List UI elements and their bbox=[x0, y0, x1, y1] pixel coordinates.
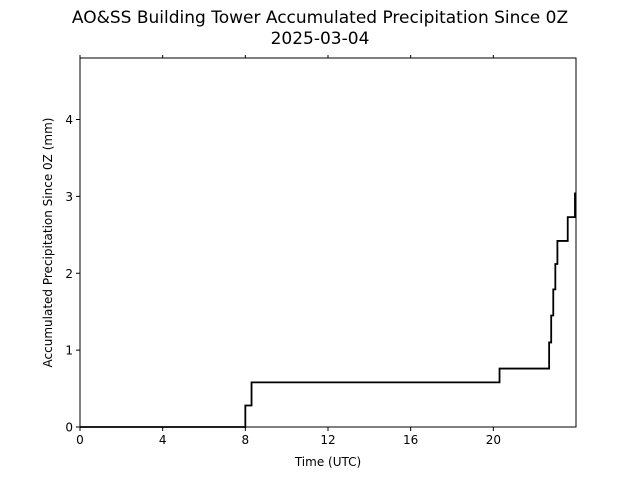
chart-title: AO&SS Building Tower Accumulated Precipi… bbox=[71, 8, 569, 28]
x-tick-label: 4 bbox=[159, 433, 167, 447]
accumulated-precipitation-line bbox=[80, 192, 576, 428]
x-tick-label: 20 bbox=[486, 433, 501, 447]
y-tick-label: 0 bbox=[65, 421, 73, 435]
plot-area bbox=[80, 58, 576, 427]
x-tick-label: 12 bbox=[320, 433, 335, 447]
y-axis-label: Accumulated Precipitation Since 0Z (mm) bbox=[41, 118, 55, 368]
y-tick-label: 3 bbox=[65, 190, 73, 204]
y-tick-label: 2 bbox=[65, 267, 73, 281]
y-axis-ticks: 0 1 2 3 4 bbox=[65, 113, 80, 435]
x-tick-label: 16 bbox=[403, 433, 418, 447]
x-tick-label: 8 bbox=[242, 433, 250, 447]
x-axis-label: Time (UTC) bbox=[294, 455, 361, 469]
plot-frame bbox=[79, 57, 577, 428]
x-tick-label: 0 bbox=[76, 433, 84, 447]
y-tick-label: 1 bbox=[65, 344, 73, 358]
chart-subtitle: 2025-03-04 bbox=[270, 29, 370, 49]
y-tick-label: 4 bbox=[65, 113, 73, 127]
